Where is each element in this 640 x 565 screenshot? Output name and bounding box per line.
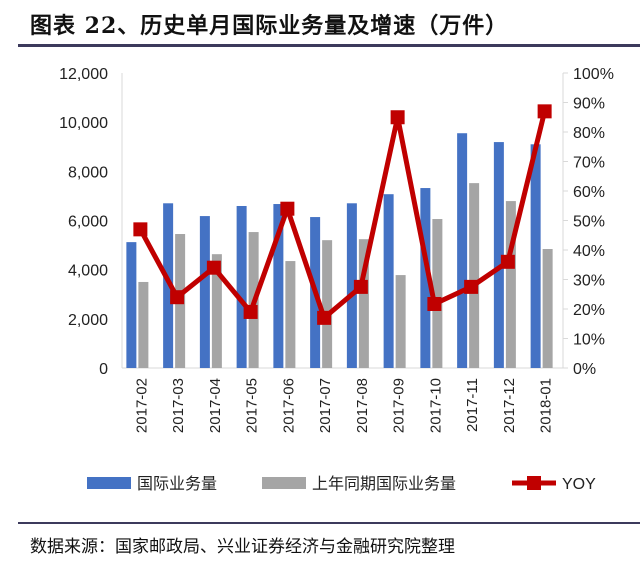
yoy-marker <box>390 110 405 125</box>
x-tick-label: 2018-01 <box>538 378 555 433</box>
right-tick-label: 60% <box>573 184 605 201</box>
legend-label-prior-year: 上年同期国际业务量 <box>312 475 456 493</box>
left-tick-label: 10,000 <box>59 115 108 132</box>
bar-current <box>383 194 394 368</box>
left-tick-label: 0 <box>99 361 108 378</box>
source-rule <box>18 522 640 524</box>
bar-prior-year <box>395 275 406 368</box>
bar-current <box>236 205 247 368</box>
x-tick-label: 2017-12 <box>501 378 518 433</box>
bar-current <box>420 188 431 368</box>
x-tick-label: 2017-08 <box>354 378 371 433</box>
legend-marker-yoy <box>527 476 541 490</box>
title-rule <box>18 44 640 47</box>
yoy-marker <box>133 222 148 237</box>
yoy-marker <box>353 279 368 294</box>
bar-prior-year <box>358 239 369 368</box>
right-tick-label: 40% <box>573 243 605 260</box>
bar-current <box>346 203 357 368</box>
bar-current <box>273 204 284 368</box>
bar-prior-year <box>505 201 516 368</box>
legend-label-yoy: YOY <box>562 476 596 493</box>
x-tick-label: 2017-06 <box>280 378 297 433</box>
left-tick-label: 4,000 <box>68 263 108 280</box>
left-tick-label: 2,000 <box>68 312 108 329</box>
right-tick-label: 100% <box>573 66 614 83</box>
yoy-marker <box>500 254 515 269</box>
yoy-marker <box>206 260 221 275</box>
x-tick-label: 2017-11 <box>464 378 481 432</box>
bar-prior-year <box>432 219 443 368</box>
x-tick-label: 2017-03 <box>170 378 187 433</box>
yoy-marker <box>537 104 552 119</box>
yoy-marker <box>464 279 479 294</box>
bar-current <box>126 242 137 368</box>
left-tick-label: 12,000 <box>59 66 108 83</box>
legend-swatch-current <box>87 477 131 489</box>
x-tick-label: 2017-07 <box>317 378 334 433</box>
yoy-marker <box>170 290 185 305</box>
right-tick-label: 90% <box>573 96 605 113</box>
right-tick-label: 30% <box>573 273 605 290</box>
x-tick-label: 2017-09 <box>391 378 408 433</box>
right-tick-label: 50% <box>573 214 605 231</box>
legend-swatch-prior-year <box>262 477 306 489</box>
bar-current <box>493 142 504 368</box>
x-tick-label: 2017-10 <box>427 378 444 433</box>
chart-title: 图表 22、历史单月国际业务量及增速（万件） <box>30 13 509 39</box>
left-tick-label: 8,000 <box>68 164 108 181</box>
yoy-marker <box>243 304 258 319</box>
right-tick-label: 0% <box>573 361 596 378</box>
bar-prior-year <box>285 261 296 368</box>
yoy-marker <box>427 296 442 311</box>
x-tick-label: 2017-04 <box>207 378 224 433</box>
x-tick-label: 2017-02 <box>133 378 150 433</box>
right-tick-label: 20% <box>573 302 605 319</box>
legend-label-current: 国际业务量 <box>137 475 217 493</box>
yoy-marker <box>317 310 332 325</box>
left-tick-label: 6,000 <box>68 214 108 231</box>
bar-current <box>199 216 210 368</box>
x-tick-label: 2017-05 <box>244 378 261 433</box>
right-tick-label: 70% <box>573 155 605 172</box>
bar-prior-year <box>138 281 149 368</box>
right-tick-label: 80% <box>573 125 605 142</box>
chart: 0 2,000 4,000 6,000 8,000 10,000 12,000 0% 10% 20… <box>59 66 614 493</box>
bar-prior-year <box>211 254 222 368</box>
bar-prior-year <box>469 183 480 368</box>
right-tick-label: 10% <box>573 332 605 349</box>
bar-current <box>530 144 541 368</box>
bar-prior-year <box>542 249 553 368</box>
source-note: 数据来源：国家邮政局、兴业证券经济与金融研究院整理 <box>30 537 455 557</box>
bar-current <box>457 133 468 368</box>
yoy-marker <box>280 201 295 216</box>
bar-prior-year <box>322 240 333 368</box>
